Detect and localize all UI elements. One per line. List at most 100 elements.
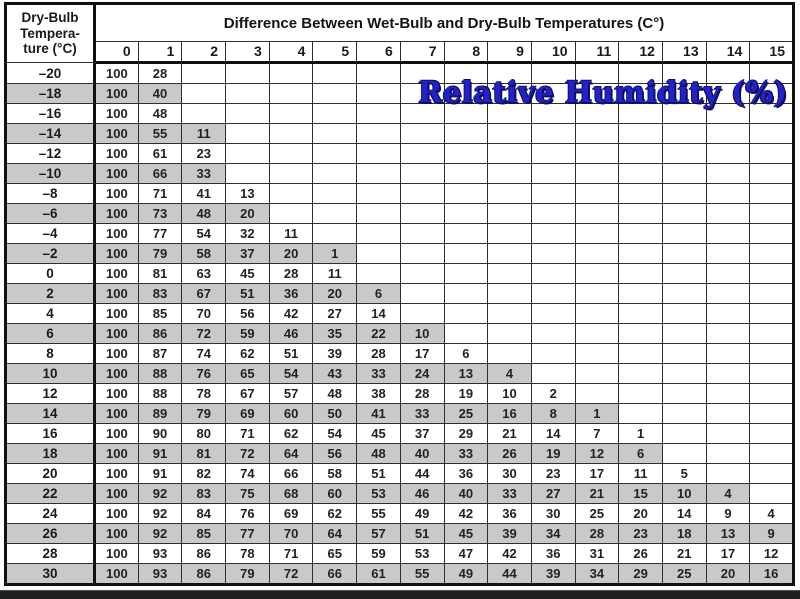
table-cell: [443, 203, 489, 224]
table-cell: 23: [618, 523, 663, 544]
table-cell: 83: [137, 283, 183, 304]
table-cell: [618, 223, 663, 244]
table-cell: 22: [356, 323, 401, 344]
table-cell: 87: [137, 343, 183, 364]
column-header: 6: [356, 41, 401, 64]
table-cell: [618, 403, 663, 424]
table-cell: 85: [137, 303, 183, 324]
table-cell: [530, 243, 576, 264]
table-cell: [618, 343, 663, 364]
table-cell: [574, 343, 620, 364]
table-cell: [530, 163, 576, 184]
table-cell: 100: [94, 503, 139, 524]
table-cell: 34: [530, 523, 576, 544]
table-cell: [574, 203, 620, 224]
table-cell: [530, 103, 576, 124]
table-cell: 36: [530, 543, 576, 564]
table-cell: [399, 223, 445, 244]
table-cell: 54: [312, 423, 358, 444]
table-cell: [705, 383, 751, 404]
table-cell: [661, 143, 707, 164]
table-row: 26 100 92 85 77 70 64 57 51 45 39 34 28 23 18 13 9: [5, 523, 794, 544]
table-row: –14 100 55 11: [5, 123, 794, 144]
table-cell: 72: [268, 563, 314, 585]
table-row: –6 100 73 48 20: [5, 203, 794, 224]
row-label: 0: [5, 263, 96, 284]
table-cell: 80: [181, 423, 227, 444]
table-cell: 32: [225, 223, 270, 244]
table-cell: [749, 463, 794, 484]
table-cell: 82: [181, 463, 227, 484]
table-cell: 100: [94, 423, 139, 444]
table-cell: 17: [705, 543, 751, 564]
table-cell: 72: [181, 323, 227, 344]
row-label: –10: [5, 163, 96, 184]
table-cell: 86: [181, 563, 227, 585]
row-label: 24: [5, 503, 96, 524]
table-cell: 74: [181, 343, 227, 364]
table-cell: 62: [225, 343, 270, 364]
table-cell: 100: [94, 383, 139, 404]
table-cell: [225, 123, 270, 144]
table-cell: 4: [705, 483, 751, 504]
table-cell: 42: [443, 503, 489, 524]
table-cell: [399, 163, 445, 184]
table-cell: [268, 183, 314, 204]
table-cell: [618, 62, 663, 84]
table-cell: 45: [356, 423, 401, 444]
table-row: 10 100 88 76 65 54 43 33 24 13 4: [5, 363, 794, 384]
column-header: 12: [618, 41, 663, 64]
table-cell: 17: [574, 463, 620, 484]
relative-humidity-table: Dry-Bulb Tempera- ture (°C) Difference B…: [4, 2, 795, 586]
table-cell: 10: [487, 383, 532, 404]
table-cell: 66: [268, 463, 314, 484]
table-cell: [530, 363, 576, 384]
table-cell: [443, 62, 489, 84]
table-cell: [618, 123, 663, 144]
table-cell: [705, 443, 751, 464]
row-label: 2: [5, 283, 96, 304]
table-cell: [268, 123, 314, 144]
table-cell: [705, 203, 751, 224]
table-cell: 33: [181, 163, 227, 184]
column-header-row: 0 1 2 3 4 5 6 7 8 9 10 11 12 13 14 15: [6, 41, 794, 64]
table-cell: 100: [94, 103, 139, 124]
table-cell: 100: [94, 163, 139, 184]
table-cell: [749, 163, 794, 184]
table-cell: 62: [268, 423, 314, 444]
table-cell: 33: [399, 403, 445, 424]
table-cell: [749, 323, 794, 344]
table-cell: [443, 163, 489, 184]
table-cell: [661, 403, 707, 424]
table-cell: [705, 263, 751, 284]
table-cell: [749, 183, 794, 204]
table-cell: 79: [137, 243, 183, 264]
table-cell: 90: [137, 423, 183, 444]
table-cell: 54: [181, 223, 227, 244]
table-cell: 48: [356, 443, 401, 464]
table-cell: [530, 83, 576, 104]
table-cell: [574, 383, 620, 404]
table-body: –20 100 28 –18 100 40 –16 100 48 –14 100 55 11 –12 100…: [5, 62, 794, 585]
table-cell: [356, 263, 401, 284]
table-cell: [574, 323, 620, 344]
table-cell: [618, 143, 663, 164]
table-cell: [356, 103, 401, 124]
table-cell: 100: [94, 283, 139, 304]
row-label: –8: [5, 183, 96, 204]
table-cell: [749, 143, 794, 164]
table-cell: 85: [181, 523, 227, 544]
table-cell: [312, 183, 358, 204]
table-cell: 18: [661, 523, 707, 544]
table-cell: [443, 183, 489, 204]
table-cell: [661, 343, 707, 364]
table-cell: [356, 163, 401, 184]
table-cell: 6: [618, 443, 663, 464]
table-cell: [661, 443, 707, 464]
table-row: –18 100 40: [5, 83, 794, 104]
table-cell: 67: [225, 383, 270, 404]
table-cell: 51: [225, 283, 270, 304]
table-cell: [399, 143, 445, 164]
table-cell: 9: [749, 523, 794, 544]
table-cell: 7: [574, 423, 620, 444]
